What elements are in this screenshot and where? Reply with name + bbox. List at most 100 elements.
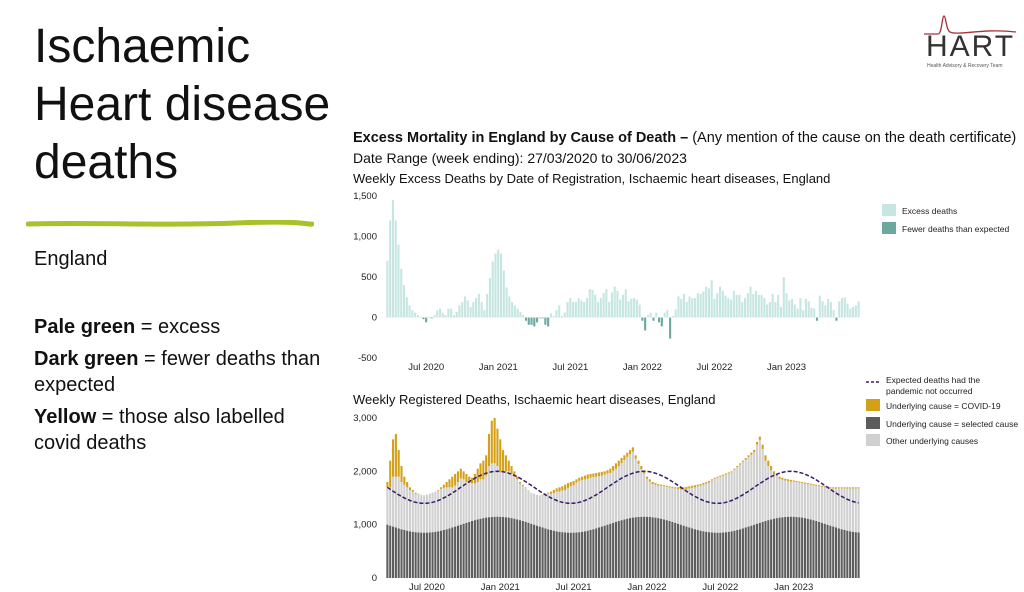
bar-covid (809, 483, 812, 485)
bar-selected-cause (583, 531, 586, 578)
bar (499, 253, 503, 318)
bar-selected-cause (629, 518, 632, 578)
bar-covid (454, 474, 457, 486)
bar-other-causes (851, 488, 854, 532)
bar-covid (597, 472, 601, 477)
bar-other-causes (643, 473, 646, 517)
note-dark-green-bold: Dark green (34, 348, 139, 370)
bar-selected-cause (716, 532, 719, 578)
bar (538, 317, 541, 319)
bar-selected-cause (603, 525, 606, 578)
bar (597, 302, 600, 318)
bar-selected-cause (400, 529, 403, 578)
bar (724, 295, 727, 318)
bar-selected-cause (840, 529, 843, 578)
bar-selected-cause (448, 528, 451, 578)
bar-covid (541, 494, 544, 496)
bar-covid (674, 487, 677, 489)
note-yellow: Yellow = those also labelled covid death… (34, 404, 324, 456)
bar (691, 298, 694, 318)
bar-covid (708, 480, 711, 483)
bar-other-causes (485, 475, 488, 518)
figure-title: Excess Mortality in England by Cause of … (353, 130, 1016, 146)
bar-covid (634, 455, 637, 459)
bar-other-causes (420, 494, 423, 533)
bar-other-causes (468, 483, 471, 522)
bar (425, 317, 428, 323)
bar-covid (578, 477, 581, 481)
bar-covid (524, 487, 527, 488)
bar-selected-cause (682, 525, 685, 578)
bar-covid (699, 484, 702, 486)
bar-selected-cause (516, 519, 519, 578)
bar-selected-cause (747, 526, 750, 578)
bar-other-causes (403, 484, 406, 530)
bar-other-causes (521, 485, 524, 521)
legend-label: Underlying cause = COVID-19 (886, 401, 1001, 411)
bar-selected-cause (851, 531, 854, 578)
bar (707, 288, 710, 318)
bar (763, 298, 766, 318)
bar-selected-cause (803, 518, 807, 578)
bar-selected-cause (406, 530, 409, 578)
bar-other-causes (586, 478, 589, 531)
bar-selected-cause (623, 519, 626, 578)
bar-selected-cause (600, 526, 603, 578)
bar-selected-cause (665, 520, 668, 578)
bar-other-causes (648, 481, 651, 517)
bar-covid (750, 452, 753, 455)
bar-other-causes (668, 487, 671, 521)
bar-other-causes (832, 488, 835, 527)
bar-selected-cause (558, 531, 561, 578)
bar-other-causes (473, 483, 476, 521)
bar-other-causes (581, 479, 584, 532)
bar-selected-cause (688, 527, 691, 578)
bar-other-causes (629, 454, 632, 519)
bar (483, 310, 486, 318)
bar-covid (510, 466, 513, 474)
bar-selected-cause (454, 526, 457, 578)
bar (854, 305, 857, 318)
bar-selected-cause (693, 529, 696, 578)
bar-other-causes (671, 487, 674, 522)
bar-covid (812, 484, 815, 486)
bar-selected-cause (654, 517, 657, 578)
bar-other-causes (682, 489, 685, 526)
bar-other-causes (753, 452, 756, 525)
bar-covid (761, 444, 764, 449)
bar (694, 298, 697, 318)
bar (669, 317, 672, 339)
bar (818, 295, 821, 318)
bar (530, 317, 533, 325)
note-yellow-text: = those also labelled covid deaths (34, 406, 285, 454)
bar (777, 294, 780, 318)
bar-covid (691, 485, 694, 488)
bar-other-causes (801, 483, 804, 518)
bar (621, 294, 625, 318)
bar-covid (468, 476, 471, 484)
bar (760, 294, 763, 318)
bar-covid (724, 473, 728, 475)
bar-other-causes (719, 476, 722, 533)
bar (663, 312, 666, 318)
bar-covid (803, 482, 807, 484)
bar-other-causes (631, 451, 634, 518)
bar (389, 220, 392, 318)
bar (588, 289, 591, 318)
bar-other-causes (787, 480, 790, 517)
bar-other-causes (583, 479, 586, 532)
bar-selected-cause (609, 523, 612, 578)
bar-selected-cause (386, 524, 389, 578)
bar (688, 296, 691, 318)
bar-selected-cause (662, 519, 665, 578)
bar-covid (504, 455, 507, 472)
bar-other-causes (708, 482, 711, 533)
bar-covid (713, 477, 716, 479)
bar-selected-cause (510, 518, 513, 578)
hart-logo: HART Health Advisory & Recovery Team (922, 10, 1018, 72)
bar-other-causes (541, 495, 544, 528)
bar (536, 317, 539, 323)
bar (416, 315, 419, 318)
bar-other-causes (527, 490, 530, 523)
bar-selected-cause (538, 526, 541, 578)
